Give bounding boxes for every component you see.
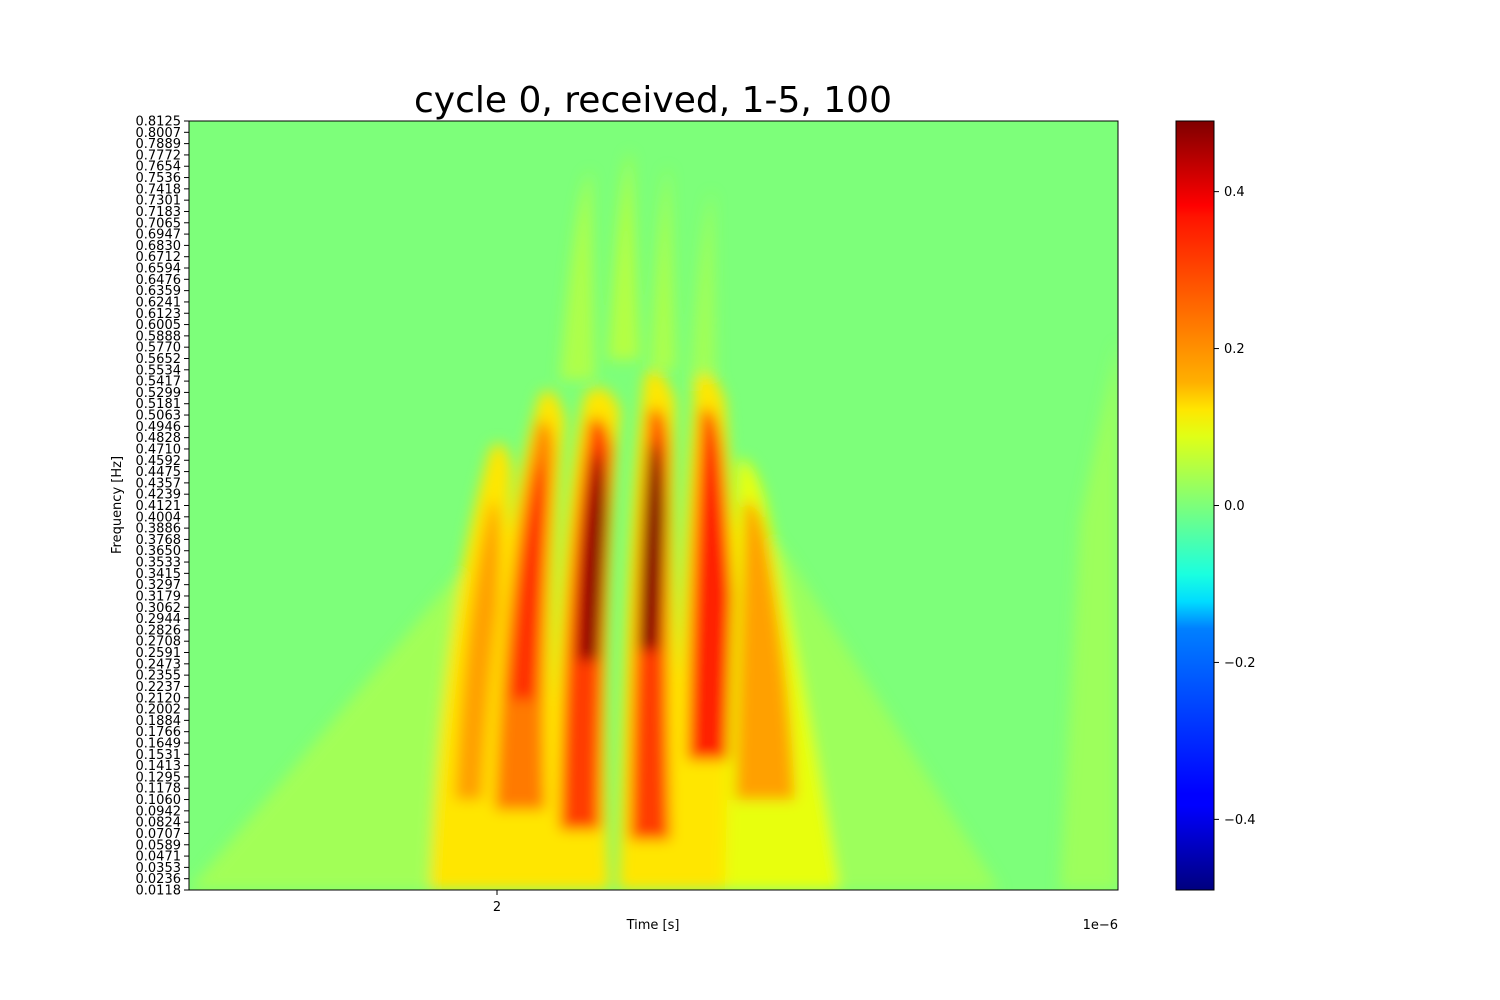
stripe-3-core <box>578 450 607 660</box>
heatmap-area <box>189 121 1118 890</box>
y-tick-label: 0.1413 <box>136 759 182 774</box>
y-tick-label: 0.8125 <box>136 115 182 130</box>
y-tick-label: 0.3768 <box>136 533 182 548</box>
y-tick-label: 0.4121 <box>136 499 182 514</box>
y-tick-label: 0.1884 <box>136 714 182 729</box>
y-tick-label: 0.0942 <box>136 804 182 819</box>
y-tick-label: 0.4475 <box>136 465 182 480</box>
y-tick-label: 0.6123 <box>136 307 182 322</box>
y-axis: 0.01180.02360.03530.04710.05890.07070.08… <box>136 115 189 899</box>
y-tick-label: 0.1178 <box>136 782 182 797</box>
y-tick-label: 0.4239 <box>136 488 182 503</box>
x-axis: 2 Time [s] 1e−6 <box>493 890 1118 933</box>
y-axis-label: Frequency [Hz] <box>110 456 125 554</box>
y-tick-label: 0.1060 <box>136 793 182 808</box>
y-tick-label: 0.7183 <box>136 205 182 220</box>
y-tick-label: 0.3650 <box>136 544 182 559</box>
y-tick-label: 0.2120 <box>136 691 182 706</box>
chart-title: cycle 0, received, 1-5, 100 <box>414 80 892 121</box>
y-tick-label: 0.2355 <box>136 669 182 684</box>
y-tick-label: 0.4592 <box>136 454 182 469</box>
y-tick-label: 0.3297 <box>136 578 182 593</box>
y-tick-label: 0.0824 <box>136 816 182 831</box>
y-tick-label: 0.2944 <box>136 612 182 627</box>
y-tick-label: 0.7065 <box>136 216 182 231</box>
y-tick-label: 0.0353 <box>136 861 182 876</box>
stripe-6-core <box>735 500 795 800</box>
y-tick-label: 0.3533 <box>136 556 182 571</box>
upper-fringe-1 <box>560 170 595 380</box>
y-tick-label: 0.6947 <box>136 228 182 243</box>
y-tick-label: 0.2002 <box>136 703 182 718</box>
upper-fringe-2 <box>608 150 640 360</box>
stripe-4-core <box>640 440 665 650</box>
y-tick-label: 0.7301 <box>136 194 182 209</box>
y-tick-label: 0.0707 <box>136 827 182 842</box>
y-tick-label: 0.6594 <box>136 262 182 277</box>
y-tick-label: 0.2473 <box>136 657 182 672</box>
y-tick-label: 0.7772 <box>136 148 182 163</box>
y-tick-label: 0.5063 <box>136 409 182 424</box>
y-tick-label: 0.0471 <box>136 850 182 865</box>
y-tick-label: 0.3179 <box>136 589 182 604</box>
y-tick-label: 0.7536 <box>136 171 182 186</box>
y-tick-label: 0.1766 <box>136 725 182 740</box>
colorbar: 0.4 0.2 0.0 −0.2 −0.4 <box>1175 120 1256 891</box>
y-tick-label: 0.5652 <box>136 352 182 367</box>
y-tick-label: 0.5417 <box>136 375 182 390</box>
x-tick-label: 2 <box>493 900 501 915</box>
colorbar-tick-label: −0.2 <box>1224 656 1256 671</box>
y-tick-label: 0.6005 <box>136 318 182 333</box>
colorbar-ticks: 0.4 0.2 0.0 −0.2 −0.4 <box>1214 185 1256 828</box>
x-axis-label: Time [s] <box>626 918 680 933</box>
y-tick-label: 0.1295 <box>136 770 182 785</box>
y-tick-label: 0.7889 <box>136 137 182 152</box>
y-tick-label: 0.2237 <box>136 680 182 695</box>
y-tick-label: 0.1649 <box>136 736 182 751</box>
y-tick-label: 0.7418 <box>136 182 182 197</box>
y-tick-label: 0.2591 <box>136 646 182 661</box>
colorbar-tick-label: 0.0 <box>1224 499 1245 514</box>
y-tick-label: 0.0236 <box>136 872 182 887</box>
y-tick-label: 0.5299 <box>136 386 182 401</box>
y-tick-label: 0.4710 <box>136 442 182 457</box>
colorbar-gradient <box>1175 120 1215 891</box>
y-tick-label: 0.6359 <box>136 284 182 299</box>
y-tick-label: 0.4946 <box>136 420 182 435</box>
y-tick-label: 0.0589 <box>136 838 182 853</box>
colorbar-tick-label: 0.4 <box>1224 185 1245 200</box>
stripe-2-core <box>510 460 546 700</box>
y-tick-label: 0.3062 <box>136 601 182 616</box>
y-tick-label: 0.5770 <box>136 341 182 356</box>
y-tick-label: 0.3415 <box>136 567 182 582</box>
colorbar-tick-label: 0.2 <box>1224 342 1245 357</box>
colorbar-tick-label: −0.4 <box>1224 813 1256 828</box>
upper-fringe-4 <box>690 190 716 390</box>
y-tick-label: 0.5534 <box>136 363 182 378</box>
y-tick-label: 0.4004 <box>136 510 182 525</box>
y-tick-label: 0.2708 <box>136 635 182 650</box>
y-tick-label: 0.6476 <box>136 273 182 288</box>
y-tick-label: 0.2826 <box>136 623 182 638</box>
y-tick-label: 0.4357 <box>136 476 182 491</box>
heatmap-structures <box>189 150 1118 890</box>
y-tick-label: 0.8007 <box>136 126 182 141</box>
y-tick-label: 0.6241 <box>136 295 182 310</box>
y-tick-label: 0.5888 <box>136 329 182 344</box>
y-tick-label: 0.7654 <box>136 160 182 175</box>
y-tick-label: 0.6830 <box>136 239 182 254</box>
y-tick-label: 0.1531 <box>136 748 182 763</box>
y-tick-label: 0.4828 <box>136 431 182 446</box>
x-offset-text: 1e−6 <box>1083 918 1118 933</box>
y-tick-label: 0.3886 <box>136 522 182 537</box>
right-edge-band <box>1060 340 1118 890</box>
upper-fringe-3 <box>650 165 676 370</box>
y-tick-label: 0.6712 <box>136 250 182 265</box>
y-tick-label: 0.0118 <box>136 884 182 899</box>
y-tick-label: 0.5181 <box>136 397 182 412</box>
